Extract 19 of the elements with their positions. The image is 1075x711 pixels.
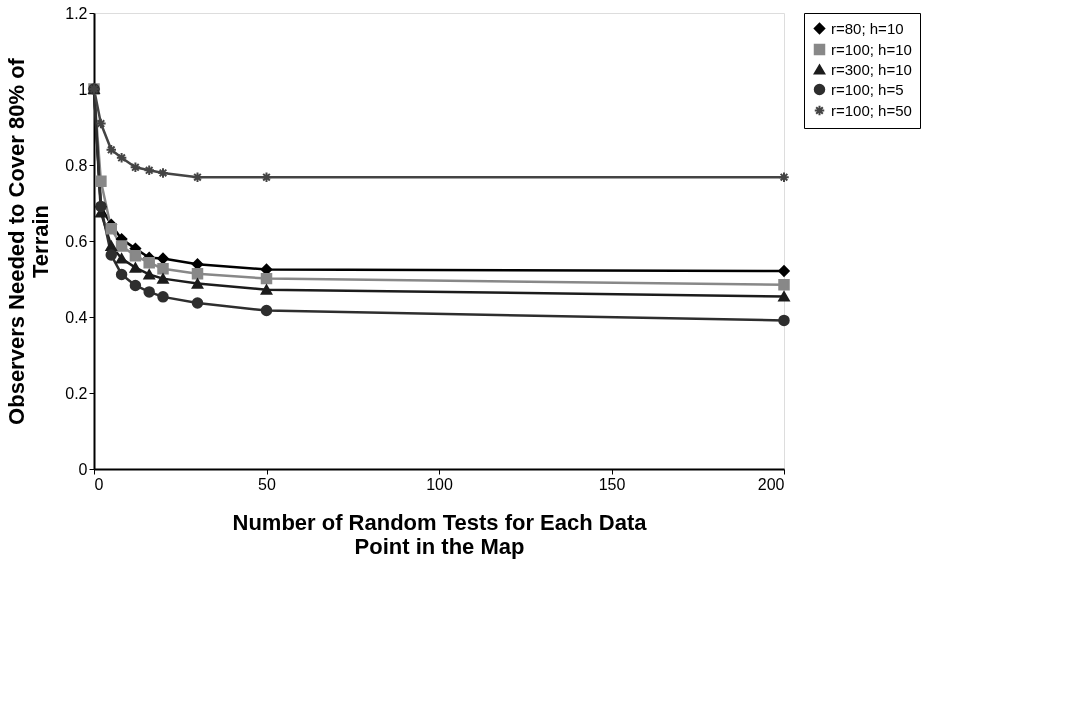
y-tick-label: 0.4 (65, 308, 88, 326)
y-tick-label: 0 (78, 460, 88, 478)
legend-label: r=100; h=10 (831, 40, 912, 58)
y-tick-label: 1.2 (65, 4, 88, 22)
legend-label: r=300; h=10 (831, 60, 912, 78)
legend-label: r=100; h=50 (831, 101, 912, 119)
y-axis-title: Observers Needed to Cover 80% of Terrain (4, 57, 54, 425)
legend-label: r=100; h=5 (831, 80, 904, 98)
x-axis-title: Number of Random Tests for Each Data Point in the Map (232, 509, 648, 559)
x-tick-label: 150 (598, 475, 626, 493)
y-tick-label: 0.6 (65, 232, 88, 250)
x-tick-label: 0 (94, 475, 104, 493)
x-tick-label: 100 (426, 475, 453, 493)
x-tick-label: 50 (258, 475, 276, 493)
x-tick-label: 200 (757, 475, 785, 493)
y-tick-label: 0.8 (65, 156, 88, 174)
y-tick-label: 0.2 (65, 384, 88, 402)
legend-label: r=80; h=10 (831, 19, 904, 37)
y-tick-label: 1 (78, 80, 88, 98)
